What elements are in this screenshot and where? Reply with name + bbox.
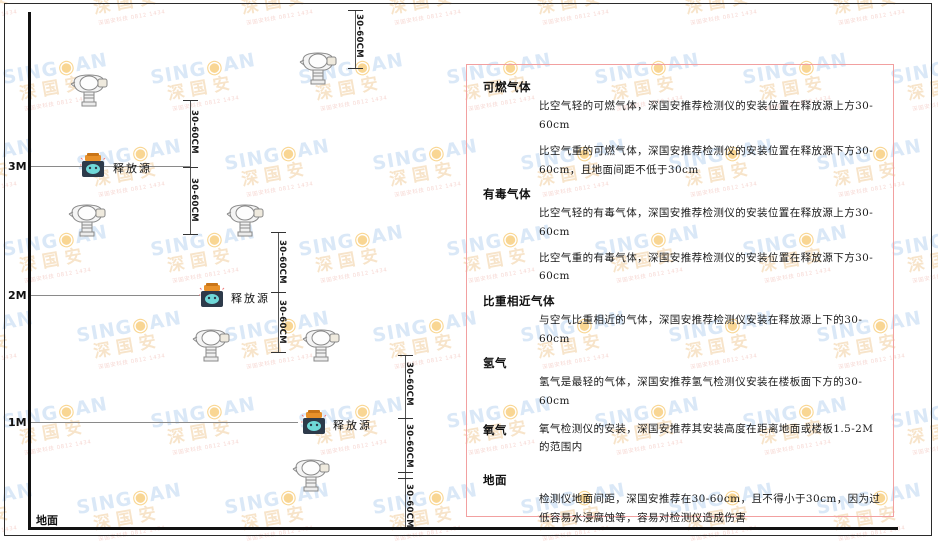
dimension-tick xyxy=(398,418,413,419)
gas-detector-icon xyxy=(295,48,341,88)
section-body: 氧气检测仪的安装，深国安推荐其安装高度在距离地面或楼板1.5-2M的范围内 xyxy=(539,423,874,454)
section-heading: 氢气 xyxy=(483,355,507,370)
panel-section-ground: 地面 检测仪地面间距，深国安推荐在30-60cm，且不得小于30cm，因为过低容… xyxy=(481,473,881,527)
panel-section-toxic: 有毒气体 比空气轻的有毒气体，深国安推荐检测仪的安装位置在释放源上方30-60c… xyxy=(481,187,881,286)
dimension-line-d xyxy=(405,355,406,527)
section-body: 与空气比重相近的气体，深国安推荐检测仪安装在释放源上下的30-60cm xyxy=(539,311,881,348)
gas-detector-icon xyxy=(188,325,234,365)
dimension-tick xyxy=(183,234,198,235)
section-heading: 可燃气体 xyxy=(483,80,531,94)
release-source-icon xyxy=(300,410,328,436)
release-source-label-3m: 释放源 xyxy=(113,162,152,175)
gas-detector-icon xyxy=(298,325,344,365)
panel-section-hydrogen: 氢气 氢气是最轻的气体，深国安推荐氢气检测仪安装在楼板面下方的30-60cm xyxy=(481,356,881,410)
dimension-label: 30-60CM xyxy=(277,240,287,284)
section-paragraph: 氢气是最轻的气体，深国安推荐氢气检测仪安装在楼板面下方的30-60cm xyxy=(539,376,863,407)
grid-line-1m xyxy=(31,422,298,423)
gas-detector-icon xyxy=(66,70,112,110)
info-panel: 可燃气体 比空气轻的可燃气体，深国安推荐检测仪的安装位置在释放源上方30-60c… xyxy=(466,64,894,524)
dimension-tick xyxy=(348,68,363,69)
grid-line-3m xyxy=(31,166,191,167)
section-body: 氢气是最轻的气体，深国安推荐氢气检测仪安装在楼板面下方的30-60cm xyxy=(539,373,881,410)
dimension-label: 30-60CM xyxy=(189,110,199,154)
dimension-label: 30-60CM xyxy=(277,300,287,344)
dimension-tick xyxy=(271,352,286,353)
panel-section-oxygen: 氧气 氧气检测仪的安装，深国安推荐其安装高度在距离地面或楼板1.5-2M的范围内 xyxy=(483,420,881,457)
axis-tick-1m: 1M xyxy=(8,416,27,429)
axis-tick-3m: 3M xyxy=(8,160,27,173)
grid-line-2m xyxy=(31,295,200,296)
section-paragraph: 检测仪地面间距，深国安推荐在30-60cm，且不得小于30cm，因为过低容易水浸… xyxy=(539,493,881,524)
dimension-label: 30-60CM xyxy=(404,424,414,468)
dimension-tick xyxy=(398,472,413,473)
panel-section-similar-density: 比重相近气体 与空气比重相近的气体，深国安推荐检测仪安装在释放源上下的30-60… xyxy=(481,294,881,348)
gas-detector-icon xyxy=(288,455,334,495)
dimension-tick xyxy=(398,478,413,479)
release-source-label-2m: 释放源 xyxy=(231,292,270,305)
release-source-icon xyxy=(198,283,226,309)
section-paragraph: 比空气轻的有毒气体，深国安推荐检测仪的安装位置在释放源上方30-60cm xyxy=(539,207,874,238)
section-body: 比空气轻的有毒气体，深国安推荐检测仪的安装位置在释放源上方30-60cm 比空气… xyxy=(539,204,881,286)
dimension-tick xyxy=(271,292,286,293)
section-paragraph: 比空气重的有毒气体，深国安推荐检测仪的安装位置在释放源下方30-60cm xyxy=(539,252,874,283)
section-heading: 氧气 xyxy=(483,423,507,437)
section-heading: 比重相近气体 xyxy=(483,293,555,308)
dimension-tick xyxy=(398,355,413,356)
dimension-label: 30-60CM xyxy=(354,14,364,58)
section-heading: 有毒气体 xyxy=(483,186,531,201)
section-body: 比空气轻的可燃气体，深国安推荐检测仪的安装位置在释放源上方30-60cm 比空气… xyxy=(539,97,881,179)
panel-section-flammable: 可燃气体 比空气轻的可燃气体，深国安推荐检测仪的安装位置在释放源上方30-60c… xyxy=(481,80,881,179)
section-paragraph: 与空气比重相近的气体，深国安推荐检测仪安装在释放源上下的30-60cm xyxy=(539,314,863,345)
section-body: 检测仪地面间距，深国安推荐在30-60cm，且不得小于30cm，因为过低容易水浸… xyxy=(539,490,881,527)
dimension-tick xyxy=(183,100,198,101)
dimension-tick xyxy=(183,167,198,168)
dimension-label: 30-60CM xyxy=(404,362,414,406)
gas-detector-icon xyxy=(222,200,268,240)
y-axis xyxy=(28,12,31,529)
dimension-label: 30-60CM xyxy=(189,178,199,222)
ground-label: 地面 xyxy=(36,514,58,527)
section-paragraph: 比空气重的可燃气体，深国安推荐检测仪的安装位置在释放源下方30-60cm，且地面… xyxy=(539,145,874,176)
release-source-icon xyxy=(79,153,107,179)
section-heading: 地面 xyxy=(483,472,507,487)
release-source-label-1m: 释放源 xyxy=(333,419,372,432)
gas-detector-icon xyxy=(64,200,110,240)
dimension-line-b xyxy=(355,10,356,68)
section-paragraph: 比空气轻的可燃气体，深国安推荐检测仪的安装位置在释放源上方30-60cm xyxy=(539,100,874,131)
dimension-tick xyxy=(271,232,286,233)
dimension-label: 30-60CM xyxy=(404,484,414,528)
x-axis xyxy=(28,527,898,530)
dimension-tick xyxy=(348,10,363,11)
axis-tick-2m: 2M xyxy=(8,289,27,302)
